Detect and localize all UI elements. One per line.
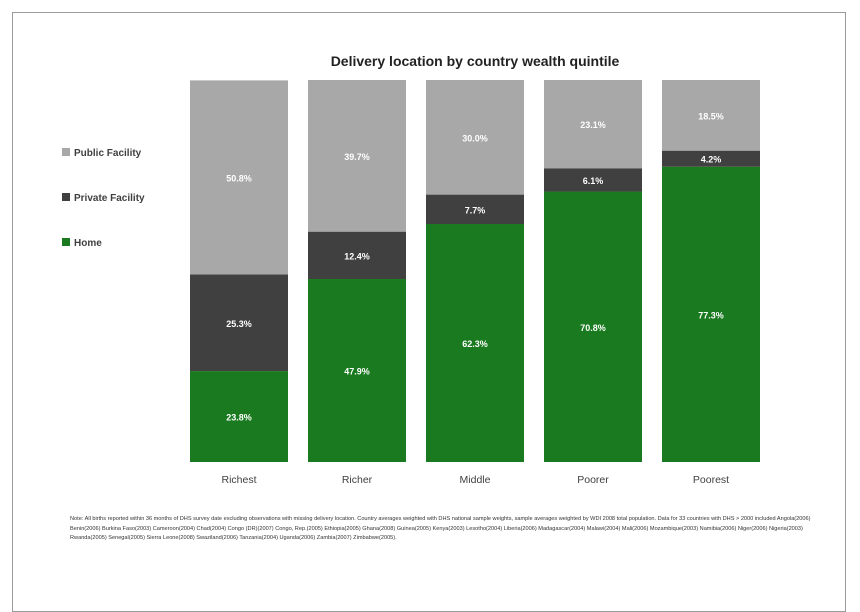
bar-private-facility-poorer [544, 168, 642, 192]
bar-home-richer [308, 279, 406, 462]
data-label: 23.8% [226, 413, 252, 423]
chart-title: Delivery location by country wealth quin… [331, 53, 620, 69]
legend-swatch-home [62, 238, 70, 246]
data-label: 62.3% [462, 339, 488, 349]
bar-private-facility-middle [426, 194, 524, 225]
x-tick-label: Poorest [693, 474, 729, 486]
x-tick-label: Richest [221, 474, 256, 486]
data-label: 6.1% [583, 176, 604, 186]
data-label: 30.0% [462, 133, 488, 143]
footnote: Note: All births reported within 36 mont… [70, 516, 811, 542]
bar-home-poorer [544, 191, 642, 462]
bar-private-facility-richer [308, 231, 406, 280]
data-label: 12.4% [344, 251, 370, 261]
data-label: 25.3% [226, 319, 252, 329]
data-labels-layer: 23.8% 25.3% 50.8% 47.9% 12.4% 39.7% 62.3% 7.7% 3… [226, 111, 724, 422]
legend-label: Home [74, 238, 102, 249]
bars-layer [190, 80, 760, 463]
data-label: 23.1% [580, 120, 606, 130]
bar-public-facility-richer [308, 80, 406, 232]
legend-swatch-private-facility [62, 193, 70, 201]
data-label: 77.3% [698, 310, 724, 320]
bar-public-facility-richest [190, 80, 288, 275]
bar-public-facility-middle [426, 80, 524, 195]
data-label: 70.8% [580, 323, 606, 333]
bar-public-facility-poorest [662, 80, 760, 151]
data-label: 7.7% [465, 205, 486, 215]
x-tick-label: Richer [342, 474, 373, 486]
legend: Public Facility Private Facility Home [62, 148, 145, 249]
x-tick-label: Middle [460, 474, 491, 486]
data-label: 18.5% [698, 111, 724, 121]
x-tick-labels: Richest Richer Middle Poorer Poorest [221, 474, 729, 486]
data-label: 39.7% [344, 152, 370, 162]
legend-label: Public Facility [74, 148, 142, 159]
stacked-bar-chart: Delivery location by country wealth quin… [62, 53, 760, 486]
data-label: 47.9% [344, 367, 370, 377]
legend-label: Private Facility [74, 193, 145, 204]
legend-swatch-public-facility [62, 148, 70, 156]
x-tick-label: Poorer [577, 474, 609, 486]
data-label: 50.8% [226, 173, 252, 183]
bar-private-facility-poorest [662, 150, 760, 167]
bar-public-facility-poorer [544, 80, 642, 169]
bar-home-middle [426, 224, 524, 462]
bar-private-facility-richest [190, 274, 288, 372]
bar-home-poorest [662, 166, 760, 463]
data-label: 4.2% [701, 155, 722, 165]
bar-home-richest [190, 371, 288, 462]
